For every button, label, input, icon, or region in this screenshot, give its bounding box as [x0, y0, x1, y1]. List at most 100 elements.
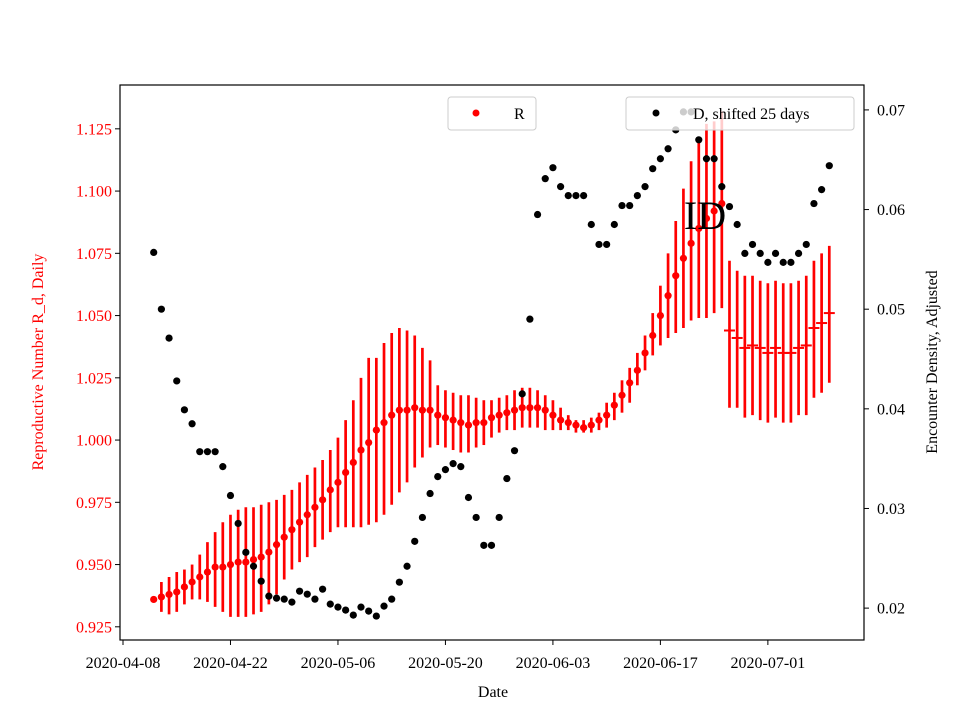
- r-point: [626, 379, 634, 387]
- r-point: [311, 503, 319, 511]
- r-point: [710, 207, 718, 215]
- r-point: [403, 406, 411, 414]
- r-point: [234, 558, 242, 566]
- y-axis-left-label: Reproductive Number R_d, Daily: [30, 254, 47, 471]
- r-point: [472, 419, 480, 427]
- r-point: [303, 511, 311, 519]
- d-point: [741, 249, 749, 257]
- d-point: [572, 192, 580, 200]
- r-point: [633, 366, 641, 374]
- d-point: [303, 590, 311, 598]
- d-point: [449, 460, 457, 468]
- x-tick-label: 2020-04-22: [193, 655, 268, 672]
- r-point: [334, 478, 342, 486]
- r-point: [541, 406, 549, 414]
- r-point: [203, 568, 212, 576]
- d-point: [580, 192, 588, 200]
- x-axis-label: Date: [478, 684, 508, 701]
- r-point: [480, 419, 488, 427]
- d-point: [372, 612, 380, 620]
- d-point: [825, 162, 833, 170]
- r-point: [173, 588, 181, 596]
- d-point: [656, 155, 664, 163]
- r-point: [487, 414, 496, 422]
- r-point: [249, 555, 258, 564]
- y-right-tick-label: 0.05: [877, 302, 905, 319]
- r-point: [272, 541, 281, 549]
- d-point: [188, 420, 196, 428]
- d-point: [365, 607, 373, 615]
- r-point: [679, 254, 688, 262]
- d-point: [802, 240, 810, 249]
- d-point: [319, 585, 327, 593]
- r-point: [342, 468, 350, 477]
- d-point: [388, 595, 396, 603]
- d-point: [219, 463, 227, 471]
- d-point: [541, 175, 549, 183]
- legend-r-label: R: [514, 106, 525, 123]
- d-point: [357, 603, 365, 611]
- r-point: [495, 411, 503, 419]
- r-point: [388, 411, 396, 419]
- r-point: [526, 404, 534, 412]
- y-right-tick-label: 0.07: [877, 102, 905, 119]
- r-point: [257, 553, 265, 561]
- d-point: [464, 493, 473, 502]
- legend-r-box: [447, 96, 537, 131]
- r-point: [656, 311, 664, 320]
- legend-r-marker: [472, 109, 480, 117]
- d-point: [810, 199, 818, 208]
- r-point: [357, 446, 365, 454]
- r-point: [395, 406, 403, 414]
- y-left-tick-label: 1.125: [76, 121, 112, 138]
- d-point: [380, 602, 388, 610]
- y-right-tick-label: 0.02: [877, 601, 905, 618]
- d-point: [311, 595, 319, 603]
- d-point: [649, 165, 657, 173]
- r-point: [319, 496, 327, 504]
- d-point: [702, 155, 711, 163]
- d-point: [710, 155, 718, 163]
- r-point: [180, 583, 189, 591]
- r-point: [649, 331, 657, 340]
- r-point: [641, 349, 649, 357]
- d-point: [733, 220, 741, 229]
- r-point: [157, 593, 165, 601]
- d-point: [587, 220, 595, 229]
- d-point: [242, 548, 250, 556]
- r-point: [618, 391, 626, 399]
- d-point: [295, 587, 304, 595]
- r-point: [464, 421, 473, 429]
- legend-d-label: D, shifted 25 days: [693, 106, 809, 123]
- r-point: [503, 409, 511, 417]
- d-point: [234, 519, 242, 528]
- d-point: [718, 183, 726, 191]
- d-point: [265, 592, 273, 600]
- r-point: [165, 590, 173, 599]
- d-point: [150, 248, 158, 256]
- d-point: [603, 240, 611, 249]
- r-point: [564, 419, 572, 427]
- y-left-tick-label: 1.075: [76, 246, 112, 263]
- plot-frame: [119, 84, 865, 641]
- r-point: [610, 401, 618, 409]
- d-point: [349, 611, 357, 619]
- r-point: [580, 424, 588, 432]
- r-point: [572, 421, 580, 429]
- axes: 2020-04-08 2020-04-22 2020-05-06 2020-05-20…: [76, 84, 905, 672]
- d-point: [288, 598, 296, 606]
- d-point: [595, 240, 603, 249]
- d-point: [626, 201, 634, 210]
- d-point: [203, 448, 212, 456]
- y-left-tick-label: 0.950: [76, 557, 112, 574]
- d-point: [249, 562, 258, 570]
- d-point: [564, 192, 572, 200]
- d-point: [426, 489, 434, 498]
- d-point: [434, 472, 442, 481]
- d-point: [495, 513, 503, 522]
- d-point: [418, 513, 427, 522]
- d-point: [272, 594, 281, 602]
- d-point: [787, 258, 795, 266]
- r-point: [518, 404, 526, 412]
